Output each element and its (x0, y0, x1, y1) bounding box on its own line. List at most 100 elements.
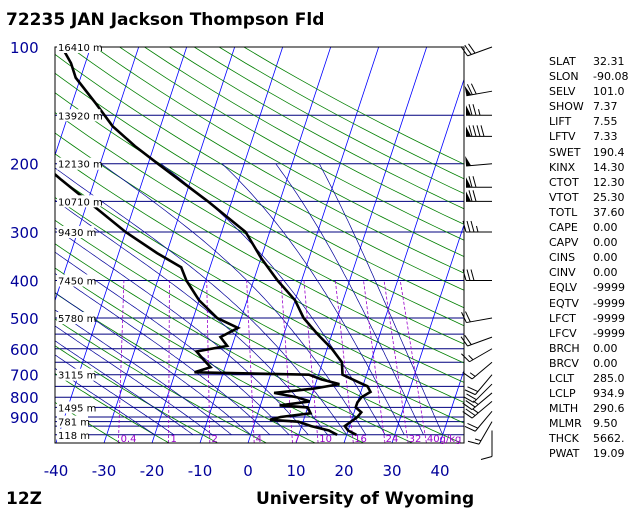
isotherm-line (103, 47, 236, 443)
height-label: 118 m (58, 431, 90, 442)
index-name: SLON (549, 70, 579, 84)
index-row: SLON -90.08 (549, 69, 639, 84)
index-value: 934.9 (593, 387, 625, 401)
wind-barb (462, 220, 492, 233)
index-name: MLMR (549, 417, 582, 431)
wind-barb-full (472, 176, 477, 188)
mixing-ratio-label: 24 (386, 434, 399, 445)
height-label-bg (57, 274, 95, 287)
wind-barb-full (467, 386, 479, 393)
height-label: 3115 m (58, 371, 96, 382)
height-label: 12130 m (58, 160, 103, 171)
sounding-profiles (55, 47, 373, 436)
dry-adiabat (55, 318, 267, 443)
index-value: 0.00 (593, 266, 618, 280)
moist-adiabat (55, 251, 290, 436)
height-label-bg (57, 41, 101, 53)
dry-adiabat (169, 47, 464, 210)
wind-barb-full (460, 46, 468, 57)
wind-barb (462, 361, 493, 380)
index-row: VTOT 25.30 (549, 190, 639, 205)
wind-barb-full (466, 220, 471, 233)
wind-barb-full (462, 402, 473, 411)
wind-barb-full (461, 353, 470, 363)
height-label: 781 m (58, 418, 90, 429)
wind-barb-full (464, 335, 472, 345)
index-row: LCLT 285.0 (549, 371, 639, 386)
wind-barb-staff (466, 317, 493, 324)
index-value: -9999 (593, 296, 625, 310)
wind-barb (462, 269, 492, 281)
mixing-ratio-label: 16 (354, 434, 367, 445)
moist-adiabat (221, 163, 405, 435)
pressure-tick-label: 800 (10, 389, 39, 407)
wind-barb-half (472, 400, 479, 405)
wind-barb-flag (466, 105, 471, 116)
wind-barb-staff (478, 421, 493, 445)
wind-barb-staff (474, 374, 493, 395)
wind-barb-full (466, 269, 471, 281)
mixing-ratio-label: 32 (409, 434, 422, 445)
plot-frame (54, 46, 465, 444)
mixing-ratio-line (168, 280, 170, 443)
dry-adiabat (55, 153, 464, 383)
moist-adiabat (55, 167, 347, 435)
temperature-tick-label: -20 (140, 462, 165, 480)
dry-adiabat (55, 53, 464, 291)
mixing-ratio-line (399, 280, 427, 443)
wind-barb-staff (474, 411, 493, 432)
wind-barb-full (462, 220, 467, 233)
height-label-bg (57, 415, 88, 428)
pressure-tick-label: 200 (10, 156, 39, 174)
index-value: 0.00 (593, 251, 618, 265)
pressure-tick-label: 500 (10, 310, 39, 328)
height-label-bg (57, 226, 95, 239)
index-value: 25.30 (593, 190, 625, 204)
wind-barb (466, 125, 492, 137)
moist-adiabat (55, 292, 251, 436)
height-label-bg (57, 428, 88, 441)
index-name: CTOT (549, 175, 579, 189)
isotherm-line (151, 47, 284, 443)
index-name: BRCH (549, 341, 580, 355)
wind-barb-full (476, 125, 481, 137)
index-name: LCLP (549, 387, 576, 401)
wind-barb-full (462, 269, 467, 281)
wind-barb-staff (471, 392, 493, 411)
moist-adiabat (55, 340, 194, 436)
wind-barb (462, 400, 493, 419)
height-label: 16410 m (58, 43, 103, 54)
wind-barb-flag (464, 85, 472, 96)
temperature-tick-label: 10 (286, 462, 305, 480)
moist-adiabat (318, 163, 444, 435)
dry-adiabat (94, 47, 464, 257)
wind-barb-full (472, 104, 477, 116)
index-value: 9.50 (593, 417, 618, 431)
wind-barb-staff (466, 90, 493, 97)
moist-adiabat (55, 309, 232, 436)
index-value: 101.0 (593, 85, 625, 99)
temperature-tick-label: 30 (382, 462, 401, 480)
wind-barb-half (472, 408, 479, 414)
wind-barb-full (462, 372, 473, 380)
wind-barb (463, 383, 493, 403)
dry-adiabat (55, 267, 364, 443)
index-name: LFTV (549, 130, 576, 144)
wind-barb-full (472, 190, 477, 202)
index-name: LFCV (549, 326, 577, 340)
wind-barb-full (466, 393, 477, 401)
wind-barb (466, 104, 492, 116)
wind-barb-flag (465, 156, 472, 167)
temperature-tick-label: 40 (430, 462, 449, 480)
index-row: EQLV -9999 (549, 280, 639, 295)
pressure-tick-label: 300 (10, 224, 39, 242)
index-name: SELV (549, 85, 576, 99)
dry-adiabat (55, 401, 121, 443)
pressure-tick-label: 700 (10, 367, 39, 385)
dry-adiabat (69, 47, 464, 274)
mixing-ratio-label: 4 (256, 434, 262, 445)
wind-barb (464, 374, 493, 396)
index-value: -9999 (593, 311, 625, 325)
index-value: 37.60 (593, 205, 625, 219)
moist-adiabat (55, 273, 271, 436)
